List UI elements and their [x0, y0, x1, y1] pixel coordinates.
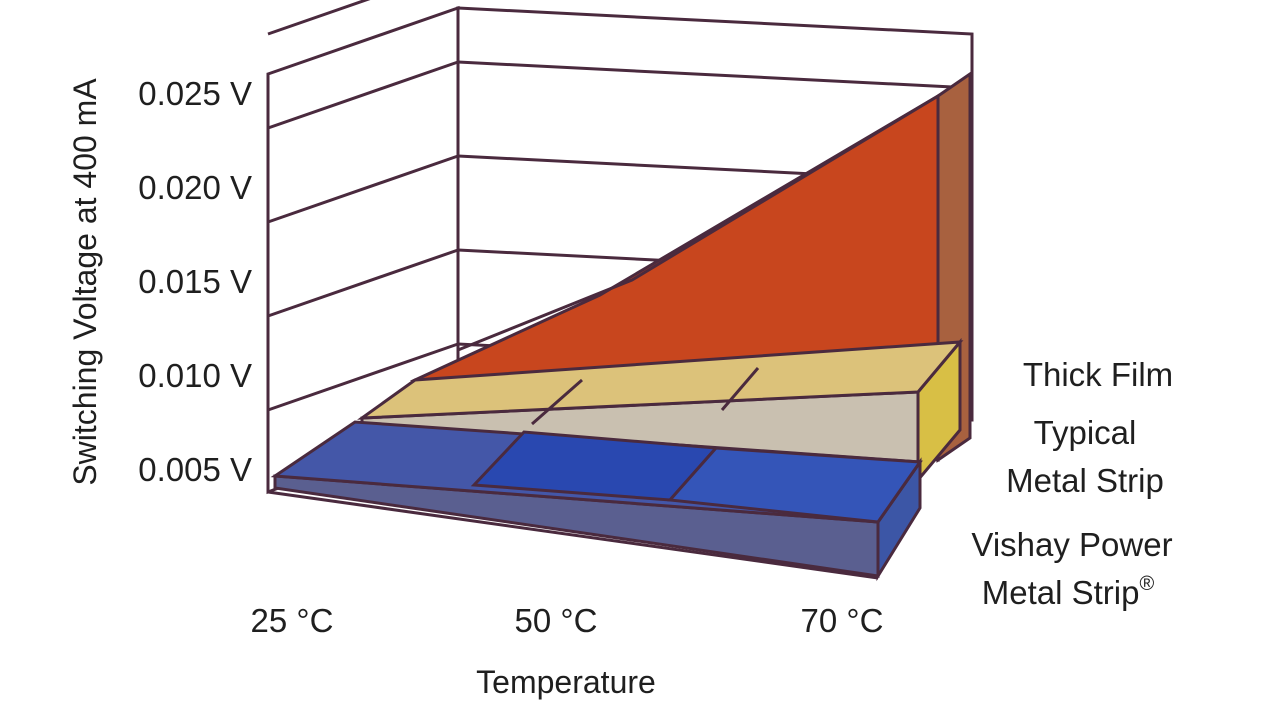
x-tick-label: 70 °C [801, 602, 884, 639]
gridline-left [267, 0, 371, 36]
legend-vishay-line-2: Metal Strip® [982, 573, 1155, 611]
legend-vishay-line-1: Vishay Power [971, 526, 1172, 563]
x-axis-ticks: 25 °C 50 °C 70 °C [251, 602, 884, 639]
typical-top [357, 340, 964, 420]
typical-divider-2 [720, 367, 760, 411]
y-tick-label: 0.005 V [138, 451, 252, 488]
y-axis-title: Switching Voltage at 400 mA [67, 78, 103, 486]
vishay-top-panel-back [666, 446, 923, 524]
gridline-left [267, 154, 459, 224]
typical-divider-1 [531, 378, 583, 426]
gridline-left [267, 60, 459, 130]
gridline-left [267, 248, 459, 318]
registered-mark: ® [1139, 573, 1154, 595]
y-tick-label: 0.010 V [138, 357, 252, 394]
gridline-right [457, 60, 973, 90]
legend-vishay-line-2-text: Metal Strip [982, 574, 1140, 611]
floor-edge [267, 490, 879, 580]
x-tick-label: 25 °C [251, 602, 334, 639]
series-vishay-power-metal-strip [270, 420, 923, 582]
y-axis-ticks: 0.005 V 0.010 V 0.015 V 0.020 V 0.025 V [138, 75, 252, 488]
x-axis-title: Temperature [476, 664, 656, 700]
y-tick-label: 0.015 V [138, 263, 252, 300]
y-tick-label: 0.020 V [138, 169, 252, 206]
gridline-left [267, 342, 459, 412]
x-tick-label: 50 °C [515, 602, 598, 639]
legend: Thick Film Typical Metal Strip Vishay Po… [971, 356, 1173, 611]
legend-typical-metal-strip-line-2: Metal Strip [1006, 462, 1164, 499]
legend-thick-film: Thick Film [1023, 356, 1173, 393]
thick-film-ridge [457, 94, 939, 352]
y-tick-label: 0.025 V [138, 75, 252, 112]
legend-typical-metal-strip-line-1: Typical [1034, 414, 1137, 451]
